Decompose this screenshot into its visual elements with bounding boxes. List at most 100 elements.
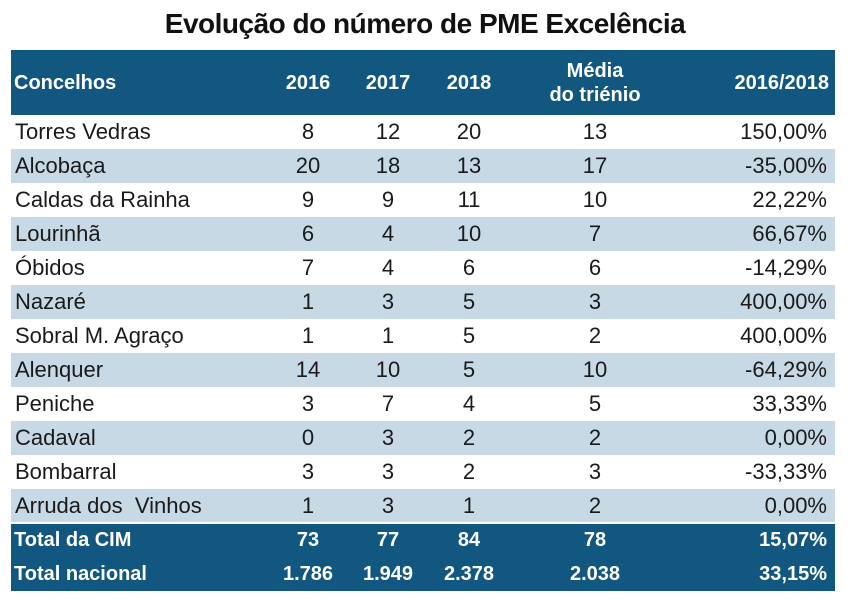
header-media-line1: Média (566, 59, 624, 82)
table-row: Peniche 3 7 4 5 33,33% (11, 387, 835, 421)
cell-2017: 1.949 (362, 562, 414, 585)
cell-2018: 13 (456, 153, 482, 178)
table-row: Alenquer 14 10 5 10 -64,29% (11, 353, 835, 387)
cell-concelho: Nazaré (15, 289, 86, 314)
cell-change: 66,67% (752, 221, 827, 246)
header-change: 2016/2018 (734, 71, 829, 94)
header-2016: 2016 (285, 71, 331, 94)
table-body: Torres Vedras 8 12 20 13 150,00% Alcobaç… (11, 115, 835, 523)
header-media: Média do triénio (510, 50, 680, 115)
table-row: Alcobaça 20 18 13 17 -35,00% (11, 149, 835, 183)
cell-2017: 3 (381, 289, 395, 314)
cell-concelho: Bombarral (15, 459, 117, 484)
cell-2018: 6 (462, 255, 476, 280)
cell-concelho: Óbidos (15, 255, 85, 280)
cell-media: 78 (510, 522, 680, 557)
cell-2016: 1 (301, 492, 315, 518)
cell-media: 10 (582, 357, 608, 382)
cell-2016: 0 (301, 425, 315, 450)
header-2018: 2018 (446, 71, 492, 94)
cell-2016: 3 (301, 459, 315, 484)
cell-2018: 4 (462, 391, 476, 416)
cell-media: 5 (588, 391, 602, 416)
cell-2017: 77 (348, 522, 428, 557)
cell-change: -64,29% (745, 357, 827, 382)
cell-2018: 5 (462, 323, 476, 348)
cell-2018: 84 (428, 522, 510, 557)
cell-2017: 1 (381, 323, 395, 348)
table-row: Nazaré 1 3 5 3 400,00% (11, 285, 835, 319)
cell-concelho: Peniche (15, 391, 95, 416)
cell-2018: 5 (462, 357, 476, 382)
table-totals: Total da CIM 73 77 84 78 15,07% Total na… (11, 522, 835, 591)
cell-2018: 2 (462, 459, 476, 484)
cell-2017: 12 (375, 119, 401, 144)
cell-change: 15,07% (680, 522, 835, 557)
table-title: Evolução do número de PME Excelência (164, 8, 686, 39)
cell-concelho: Alcobaça (15, 153, 106, 178)
cell-media: 2 (588, 323, 602, 348)
cell-2016: 9 (301, 187, 315, 212)
cell-concelho: Cadaval (15, 425, 96, 450)
cell-media: 2.038 (569, 562, 621, 585)
cell-2016: 3 (301, 391, 315, 416)
cell-media: 6 (588, 255, 602, 280)
cell-media: 7 (588, 221, 602, 246)
cell-2018: 2.378 (443, 562, 495, 585)
cell-concelho: Lourinhã (15, 221, 101, 246)
table-row: Bombarral 3 3 2 3 -33,33% (11, 455, 835, 489)
table-header: Concelhos 2016 2017 2018 Média do triéni… (11, 50, 835, 115)
cell-change: 400,00% (740, 289, 827, 314)
cell-concelho: Caldas da Rainha (15, 187, 190, 212)
cell-2017: 3 (381, 425, 395, 450)
header-concelhos: Concelhos (14, 71, 117, 94)
cell-media: 3 (588, 289, 602, 314)
cell-2016: 1 (301, 289, 315, 314)
cell-2017: 18 (375, 153, 401, 178)
cell-concelho: Torres Vedras (15, 119, 151, 144)
cell-2017: 7 (381, 391, 395, 416)
header-row: Concelhos 2016 2017 2018 Média do triéni… (11, 50, 835, 115)
cell-2016: 20 (295, 153, 321, 178)
total-row-nacional: Total nacional 1.786 1.949 2.378 2.038 3… (11, 557, 835, 591)
cell-2016: 14 (295, 357, 321, 382)
cell-media: 17 (582, 153, 608, 178)
cell-change: -33,33% (745, 459, 827, 484)
cell-total-label: Total nacional (14, 562, 147, 585)
cell-change: 150,00% (740, 119, 827, 144)
table-row: Sobral M. Agraço 1 1 5 2 400,00% (11, 319, 835, 353)
cell-2017: 9 (381, 187, 395, 212)
cell-concelho: Sobral M. Agraço (15, 323, 184, 348)
cell-2018: 1 (462, 492, 476, 518)
cell-media: 10 (582, 187, 608, 212)
table-row: Óbidos 7 4 6 6 -14,29% (11, 251, 835, 285)
table-row: Cadaval 0 3 2 2 0,00% (11, 421, 835, 455)
cell-2018: 20 (456, 119, 482, 144)
cell-2016: 6 (301, 221, 315, 246)
pme-table: Concelhos 2016 2017 2018 Média do triéni… (11, 50, 835, 591)
cell-2017: 3 (381, 492, 395, 518)
cell-2018: 2 (462, 425, 476, 450)
cell-media: 2 (588, 425, 602, 450)
cell-media: 13 (582, 119, 608, 144)
cell-2016: 1 (301, 323, 315, 348)
cell-change: -35,00% (745, 153, 827, 178)
header-2017: 2017 (365, 71, 411, 94)
cell-change: 33,33% (752, 391, 827, 416)
table-row: Lourinhã 6 4 10 7 66,67% (11, 217, 835, 251)
table-row: Caldas da Rainha 9 9 11 10 22,22% (11, 183, 835, 217)
cell-concelho: Alenquer (15, 357, 104, 382)
cell-2016: 7 (301, 255, 315, 280)
cell-media: 3 (588, 459, 602, 484)
cell-concelho: Arruda dos Vinhos (15, 492, 202, 518)
total-row-cim: Total da CIM 73 77 84 78 15,07% (11, 522, 835, 557)
cell-media: 2 (588, 492, 602, 518)
cell-change: 0,00% (764, 425, 827, 450)
cell-2017: 3 (381, 459, 395, 484)
cell-2018: 5 (462, 289, 476, 314)
cell-2017: 4 (381, 255, 395, 280)
table-row: Arruda dos Vinhos 1 3 1 2 0,00% (11, 489, 835, 523)
cell-change: 0,00% (764, 492, 827, 518)
cell-2016: 8 (301, 119, 315, 144)
header-media-line2: do triénio (549, 83, 641, 106)
